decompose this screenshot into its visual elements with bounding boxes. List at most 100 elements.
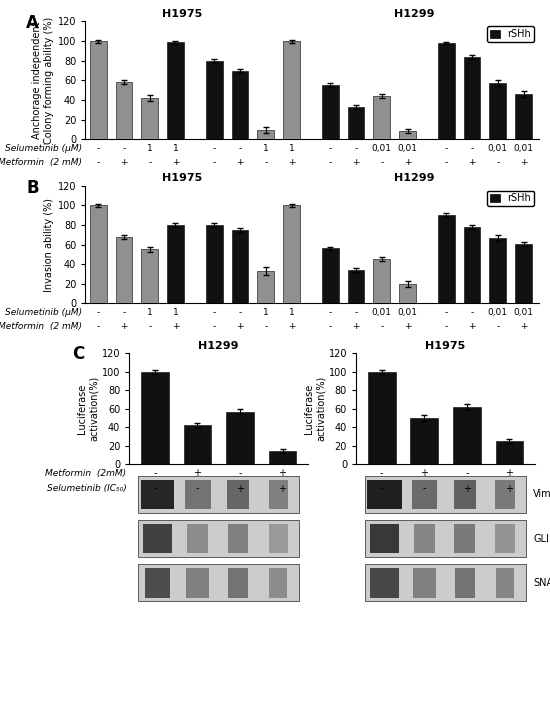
Text: -: - bbox=[122, 144, 125, 153]
Bar bbox=[257, 271, 274, 303]
Text: Selumetinib (µM): Selumetinib (µM) bbox=[6, 308, 82, 317]
Text: 1: 1 bbox=[289, 144, 294, 153]
Bar bbox=[90, 41, 107, 139]
Bar bbox=[90, 206, 107, 303]
Text: Selumetinib (µM): Selumetinib (µM) bbox=[6, 144, 82, 153]
Bar bbox=[116, 237, 133, 303]
Text: +: + bbox=[172, 158, 179, 167]
Bar bbox=[373, 96, 390, 139]
Text: -: - bbox=[354, 144, 358, 153]
Text: -: - bbox=[122, 308, 125, 317]
Bar bbox=[438, 43, 454, 139]
Text: 0,01: 0,01 bbox=[398, 144, 417, 153]
Text: +: + bbox=[236, 483, 244, 493]
Bar bbox=[399, 284, 416, 303]
Bar bbox=[269, 451, 296, 464]
Bar bbox=[232, 71, 248, 139]
Text: Selumetinib (IC₅₀): Selumetinib (IC₅₀) bbox=[47, 484, 127, 493]
Text: -: - bbox=[444, 144, 448, 153]
Text: +: + bbox=[505, 468, 513, 478]
Text: 0,01: 0,01 bbox=[488, 308, 508, 317]
Legend: rSHh: rSHh bbox=[487, 26, 534, 42]
Text: -: - bbox=[470, 308, 474, 317]
Title: H1975: H1975 bbox=[425, 341, 466, 351]
Text: -: - bbox=[96, 158, 100, 167]
Text: H1975: H1975 bbox=[162, 9, 202, 19]
Text: -: - bbox=[212, 144, 216, 153]
Text: -: - bbox=[96, 308, 100, 317]
Text: +: + bbox=[236, 322, 244, 331]
Text: +: + bbox=[278, 468, 287, 478]
Text: 1: 1 bbox=[173, 144, 178, 153]
Bar bbox=[322, 248, 339, 303]
Text: Metformin  (2 mM): Metformin (2 mM) bbox=[0, 158, 82, 167]
Bar bbox=[410, 418, 438, 464]
Bar bbox=[226, 411, 254, 464]
Bar bbox=[464, 57, 480, 139]
Text: 0,01: 0,01 bbox=[488, 144, 508, 153]
Text: +: + bbox=[278, 483, 287, 493]
Text: +: + bbox=[505, 483, 513, 493]
Text: -: - bbox=[96, 322, 100, 331]
Text: A: A bbox=[26, 14, 39, 32]
Text: -: - bbox=[496, 158, 499, 167]
Text: -: - bbox=[96, 144, 100, 153]
Text: -: - bbox=[380, 483, 383, 493]
Text: +: + bbox=[288, 158, 295, 167]
Text: +: + bbox=[420, 468, 428, 478]
Bar bbox=[368, 372, 395, 464]
Text: -: - bbox=[238, 144, 241, 153]
Text: +: + bbox=[468, 322, 476, 331]
Text: +: + bbox=[120, 158, 128, 167]
Bar bbox=[496, 441, 523, 464]
Text: -: - bbox=[444, 322, 448, 331]
Text: -: - bbox=[328, 158, 332, 167]
Text: GLI1: GLI1 bbox=[534, 533, 550, 543]
Text: -: - bbox=[380, 322, 383, 331]
Text: 0,01: 0,01 bbox=[372, 308, 392, 317]
Bar bbox=[348, 270, 364, 303]
Text: 0,01: 0,01 bbox=[398, 308, 417, 317]
Text: -: - bbox=[328, 144, 332, 153]
Text: +: + bbox=[404, 322, 411, 331]
Text: +: + bbox=[404, 158, 411, 167]
Text: 0,01: 0,01 bbox=[514, 308, 534, 317]
Text: -: - bbox=[380, 158, 383, 167]
Bar bbox=[438, 215, 454, 303]
Text: 1: 1 bbox=[147, 308, 152, 317]
Text: -: - bbox=[470, 144, 474, 153]
Text: 1: 1 bbox=[289, 308, 294, 317]
Text: -: - bbox=[148, 322, 151, 331]
Text: -: - bbox=[444, 308, 448, 317]
Text: +: + bbox=[120, 322, 128, 331]
Bar bbox=[322, 85, 339, 139]
Text: +: + bbox=[468, 158, 476, 167]
Text: -: - bbox=[212, 322, 216, 331]
Legend: rSHh: rSHh bbox=[487, 191, 534, 206]
Text: H1299: H1299 bbox=[394, 174, 434, 183]
Text: -: - bbox=[212, 158, 216, 167]
Text: B: B bbox=[26, 178, 39, 196]
Text: Metformin  (2mM): Metformin (2mM) bbox=[45, 468, 126, 478]
Text: -: - bbox=[148, 158, 151, 167]
Bar bbox=[453, 407, 481, 464]
Y-axis label: Invasion ability (%): Invasion ability (%) bbox=[43, 198, 53, 291]
Text: 0,01: 0,01 bbox=[514, 144, 534, 153]
Bar bbox=[116, 82, 133, 139]
Bar bbox=[141, 98, 158, 139]
Text: 0,01: 0,01 bbox=[372, 144, 392, 153]
Text: H1299: H1299 bbox=[394, 9, 434, 19]
Bar bbox=[167, 42, 184, 139]
Bar bbox=[184, 426, 211, 464]
Bar bbox=[141, 249, 158, 303]
Bar bbox=[515, 243, 532, 303]
Bar bbox=[464, 227, 480, 303]
Text: -: - bbox=[328, 322, 332, 331]
Text: -: - bbox=[496, 322, 499, 331]
Text: H1975: H1975 bbox=[162, 174, 202, 183]
Text: -: - bbox=[238, 308, 241, 317]
Text: +: + bbox=[520, 322, 527, 331]
Text: -: - bbox=[264, 322, 267, 331]
Text: +: + bbox=[352, 158, 360, 167]
Text: C: C bbox=[72, 345, 84, 363]
